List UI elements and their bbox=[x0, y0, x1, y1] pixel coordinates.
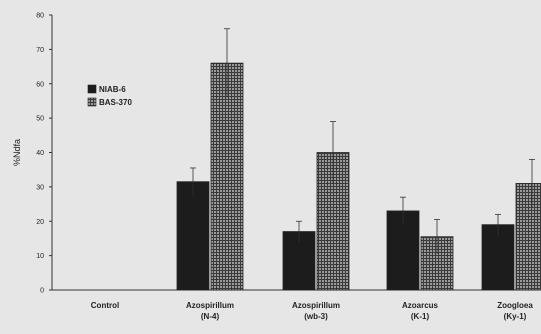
x-category-label: (Ky-1) bbox=[504, 312, 527, 321]
x-category-label: Zoogloea bbox=[497, 301, 533, 310]
y-tick-label: 30 bbox=[36, 184, 44, 191]
x-category-label: (N-4) bbox=[201, 312, 220, 321]
bar-bas-370-4 bbox=[515, 183, 541, 291]
y-tick-label: 0 bbox=[40, 288, 44, 295]
bar-niab-6-1 bbox=[176, 181, 210, 291]
legend-label: NIAB-6 bbox=[99, 85, 126, 94]
bar-bas-370-1 bbox=[210, 62, 244, 291]
y-tick-label: 70 bbox=[36, 47, 44, 54]
legend-label: BAS-370 bbox=[99, 98, 132, 107]
x-category-label: Azospirillum bbox=[186, 301, 234, 310]
y-axis-title: %Ndfa bbox=[12, 139, 22, 166]
legend-swatch-bas-370 bbox=[87, 97, 97, 107]
y-tick-label: 80 bbox=[36, 13, 44, 20]
y-tick-label: 20 bbox=[36, 219, 44, 226]
x-category-label: Control bbox=[91, 301, 119, 310]
x-category-label: Azoarcus bbox=[402, 301, 439, 310]
y-tick-label: 10 bbox=[36, 253, 44, 260]
x-category-label: Azospirillum bbox=[292, 301, 340, 310]
bar-niab-6-4 bbox=[481, 224, 515, 291]
x-category-label: (wb-3) bbox=[304, 312, 328, 321]
y-tick-label: 60 bbox=[36, 81, 44, 88]
legend-swatch-niab-6 bbox=[87, 84, 97, 94]
x-category-label: (K-1) bbox=[411, 312, 430, 321]
y-tick-label: 50 bbox=[36, 116, 44, 123]
y-tick-label: 40 bbox=[36, 150, 44, 157]
